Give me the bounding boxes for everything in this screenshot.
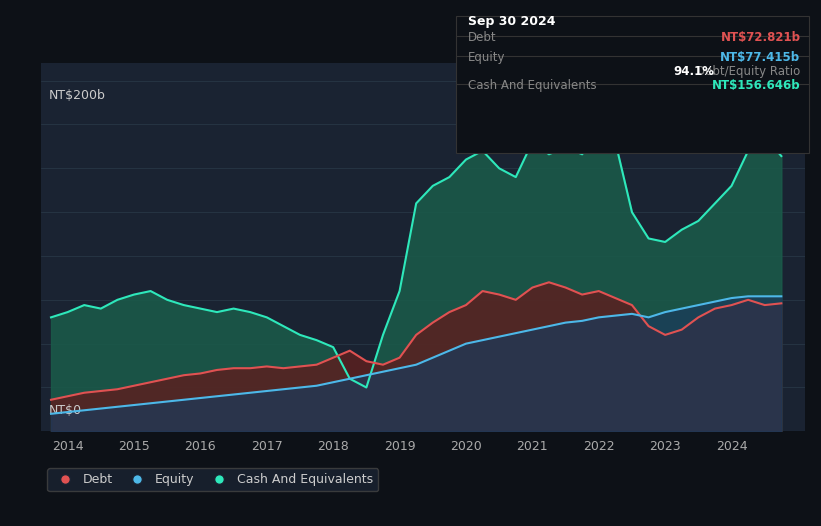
Text: NT$200b: NT$200b bbox=[48, 89, 106, 102]
Text: NT$72.821b: NT$72.821b bbox=[721, 31, 800, 44]
Text: Debt/Equity Ratio: Debt/Equity Ratio bbox=[696, 65, 800, 78]
Text: Sep 30 2024: Sep 30 2024 bbox=[468, 15, 556, 28]
Text: Equity: Equity bbox=[468, 51, 506, 64]
Text: 94.1%: 94.1% bbox=[673, 65, 714, 78]
Text: Cash And Equivalents: Cash And Equivalents bbox=[468, 79, 597, 92]
Text: Debt: Debt bbox=[468, 31, 497, 44]
Text: NT$77.415b: NT$77.415b bbox=[720, 51, 800, 64]
Text: NT$156.646b: NT$156.646b bbox=[712, 79, 800, 92]
Text: NT$0: NT$0 bbox=[48, 403, 82, 417]
Legend: Debt, Equity, Cash And Equivalents: Debt, Equity, Cash And Equivalents bbox=[48, 468, 378, 491]
